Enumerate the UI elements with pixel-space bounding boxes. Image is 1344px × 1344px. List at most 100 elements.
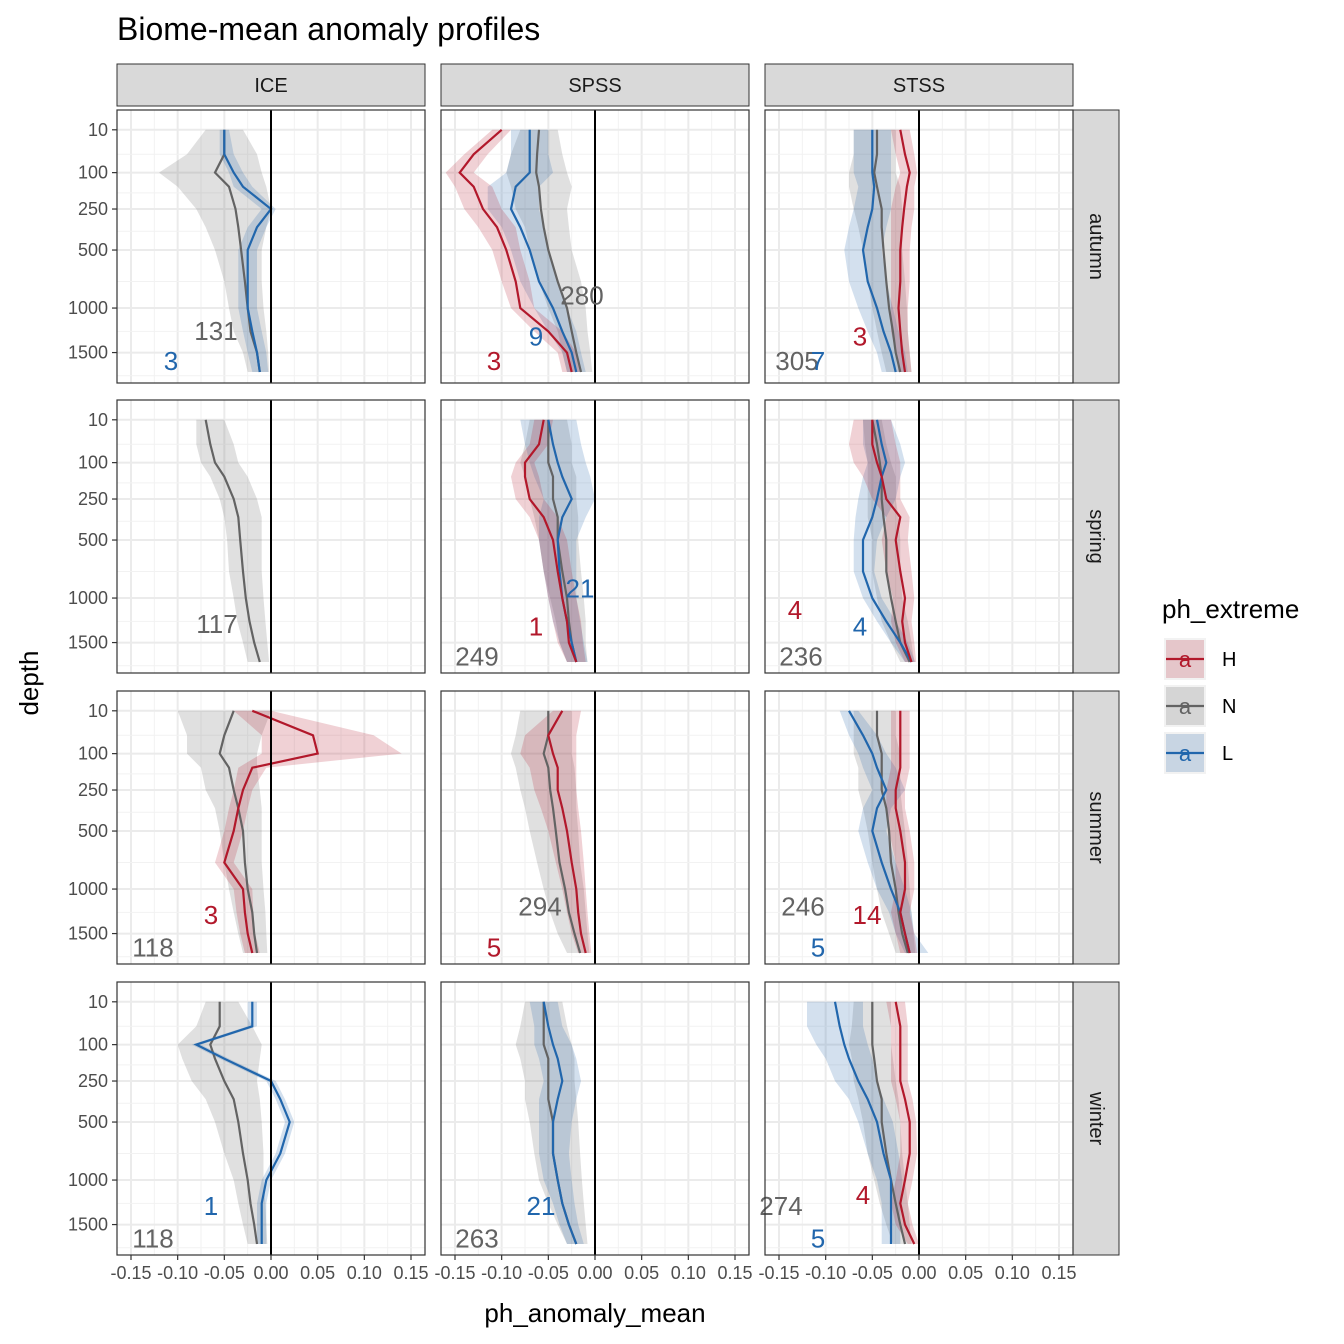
count-label-H: 3 <box>204 900 218 930</box>
line-N <box>547 419 578 663</box>
y-tick-label: 250 <box>78 199 108 219</box>
strip-label: STSS <box>893 75 945 97</box>
x-tick-label: -0.15 <box>110 1263 151 1283</box>
strip-spss: SPSS <box>440 63 750 107</box>
line-N <box>871 419 911 663</box>
line-H <box>458 128 573 373</box>
count-label-N: 274 <box>759 1191 802 1221</box>
ribbon-H <box>849 419 917 662</box>
y-tick-label: 250 <box>78 780 108 800</box>
x-tick-label: -0.10 <box>157 1263 198 1283</box>
ribbon-L <box>844 129 908 372</box>
legend-key-glyph: a <box>1179 647 1192 672</box>
ribbon-H <box>886 710 918 953</box>
strip-label: autumn <box>1085 213 1107 280</box>
legend-label: L <box>1222 743 1233 765</box>
ribbon-N <box>511 710 590 953</box>
x-tick-label: -0.05 <box>204 1263 245 1283</box>
y-tick-label: 500 <box>78 240 108 260</box>
y-tick-label: 1000 <box>68 879 108 899</box>
line-N <box>871 1001 907 1245</box>
panel-spss-autumn: 280 93 <box>440 109 750 384</box>
ribbon-H <box>886 1001 919 1244</box>
line-N <box>875 710 909 954</box>
ribbon-N <box>196 419 270 662</box>
chart-title: Biome-mean anomaly profiles <box>117 11 540 47</box>
x-tick-label: 0.00 <box>901 1263 936 1283</box>
x-tick-label: 0.05 <box>624 1263 659 1283</box>
y-tick-label: 1000 <box>68 1170 108 1190</box>
strip-winter: winter <box>1072 981 1120 1256</box>
line-N <box>873 129 902 373</box>
panel-ice-autumn: 131 3 10 100 250 500 1000 1500 <box>68 109 426 384</box>
count-label-H: 14 <box>853 900 882 930</box>
line-L <box>833 1001 893 1244</box>
count-label-N: 118 <box>132 1224 173 1254</box>
count-label-N: 236 <box>779 642 822 672</box>
line-H <box>547 710 587 954</box>
ribbon-N <box>849 1001 912 1244</box>
strip-summer: summer <box>1072 690 1120 965</box>
y-tick-label: 100 <box>78 163 108 183</box>
x-tick-label: -0.10 <box>805 1263 846 1283</box>
panel-spss-summer: 294 5 <box>440 690 750 965</box>
count-label-N: 294 <box>518 892 561 922</box>
ribbon-L <box>487 129 586 372</box>
line-L <box>193 1001 291 1244</box>
x-tick-label: 0.10 <box>671 1263 706 1283</box>
strip-autumn: autumn <box>1072 109 1120 384</box>
count-label-H: 3 <box>487 346 501 376</box>
y-tick-label: 250 <box>78 1071 108 1091</box>
count-label-N: 263 <box>455 1224 498 1254</box>
x-tick-label: -0.05 <box>852 1263 893 1283</box>
y-tick-label: 10 <box>88 120 108 140</box>
y-tick-label: 10 <box>88 992 108 1012</box>
count-label-N: 280 <box>560 281 603 311</box>
x-axis-title: ph_anomaly_mean <box>484 1298 705 1328</box>
line-L <box>223 129 273 373</box>
line-L <box>509 129 578 373</box>
line-L <box>861 419 913 663</box>
x-tick-label: -0.15 <box>758 1263 799 1283</box>
count-label-N: 305 <box>775 346 818 376</box>
y-axis-title: depth <box>14 650 44 715</box>
count-label-H: 5 <box>487 933 501 963</box>
count-label-L: 3 <box>164 346 178 376</box>
y-tick-label: 100 <box>78 453 108 473</box>
y-tick-label: 1000 <box>68 588 108 608</box>
line-N <box>204 419 261 663</box>
x-tick-label: 0.00 <box>253 1263 288 1283</box>
x-tick-label: 0.10 <box>347 1263 382 1283</box>
strip-spring: spring <box>1072 399 1120 674</box>
y-tick-label: 1500 <box>68 1215 108 1235</box>
count-label-L: 7 <box>811 346 825 376</box>
ribbon-N <box>159 129 271 372</box>
ribbon-L <box>807 1001 903 1244</box>
line-H <box>223 709 320 954</box>
line-H <box>897 129 911 373</box>
legend-label: N <box>1222 696 1236 718</box>
count-label-H: 4 <box>788 595 802 625</box>
y-tick-label: 100 <box>78 744 108 764</box>
strip-label: spring <box>1085 509 1107 563</box>
y-tick-label: 250 <box>78 489 108 509</box>
legend-label: H <box>1222 649 1236 671</box>
line-N <box>535 129 583 373</box>
line-L <box>861 129 897 373</box>
ribbon-L <box>853 419 916 662</box>
y-tick-label: 1500 <box>68 343 108 363</box>
x-tick-label: -0.15 <box>434 1263 475 1283</box>
ribbon-N <box>177 1001 268 1244</box>
line-H <box>894 1001 916 1245</box>
panel-grid: ICE SPSS STSSautumnspringsummerwinter13131… <box>68 63 1120 1283</box>
count-label-L: 21 <box>527 1191 556 1221</box>
line-N <box>213 129 261 373</box>
y-tick-label: 100 <box>78 1035 108 1055</box>
count-label-L: 5 <box>811 1224 825 1254</box>
y-tick-label: 10 <box>88 701 108 721</box>
